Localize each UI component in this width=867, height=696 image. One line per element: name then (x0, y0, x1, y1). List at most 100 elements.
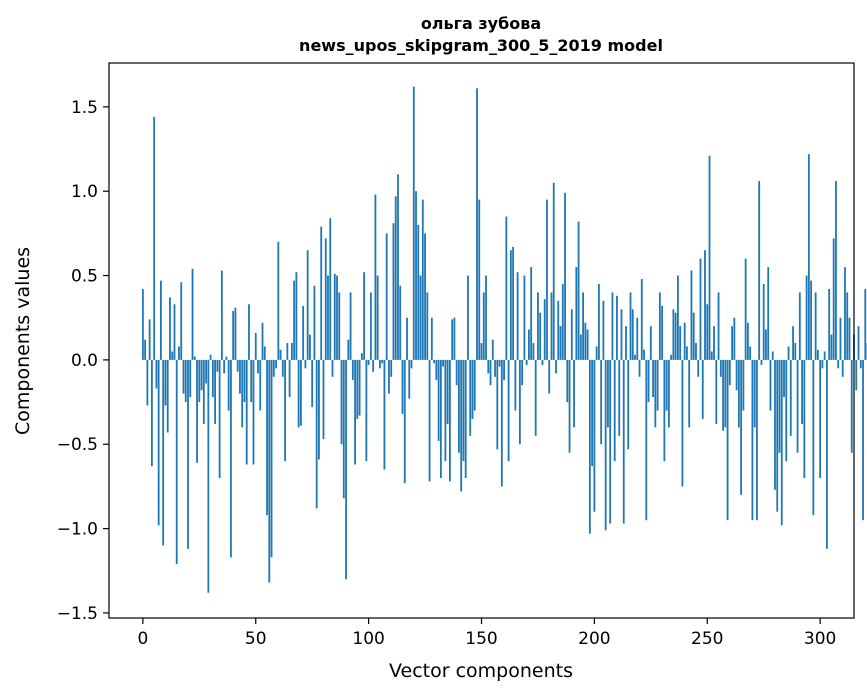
bar (336, 275, 338, 360)
bar (695, 343, 697, 360)
bar (354, 359, 356, 465)
bar (309, 334, 311, 360)
bar (207, 359, 210, 593)
bar (327, 275, 329, 360)
bar (509, 250, 512, 360)
bar (819, 359, 822, 478)
bar (534, 359, 537, 436)
bar (715, 359, 718, 424)
bar (609, 359, 612, 524)
bar (401, 359, 404, 414)
bar (460, 359, 463, 492)
bar (631, 309, 634, 360)
bar (812, 359, 815, 516)
bar (785, 359, 788, 462)
bar (415, 191, 417, 360)
bar (767, 267, 770, 360)
bar (850, 359, 853, 453)
bar (277, 241, 280, 360)
bar (428, 359, 431, 482)
bar (746, 322, 749, 360)
bar (710, 351, 713, 360)
bar (753, 359, 756, 428)
bar (306, 250, 309, 360)
bar (496, 359, 499, 450)
bar (419, 275, 422, 360)
bar (647, 359, 650, 403)
bar (719, 359, 722, 377)
x-tick-label: 100 (352, 629, 384, 649)
bar (530, 267, 533, 360)
bar (388, 359, 390, 394)
bar (839, 317, 842, 360)
bar (855, 359, 858, 391)
bar (435, 359, 438, 381)
bar (577, 221, 580, 360)
bar (399, 285, 402, 360)
bar (467, 275, 469, 360)
bar (214, 359, 217, 424)
bar (290, 343, 293, 360)
bar (356, 359, 359, 419)
bar (541, 359, 544, 365)
bar (683, 322, 686, 360)
bar (699, 258, 702, 360)
bar (801, 359, 803, 424)
bar (503, 359, 505, 381)
bar (342, 359, 345, 499)
bar (295, 272, 298, 360)
bar (473, 359, 476, 411)
bar (451, 319, 454, 360)
bar (410, 359, 413, 369)
bar (744, 258, 747, 360)
bar (182, 359, 185, 394)
bar (539, 312, 542, 360)
bar (573, 359, 575, 428)
bar (518, 359, 521, 445)
bar (223, 359, 226, 374)
bar (318, 359, 320, 460)
bar (658, 292, 661, 360)
bar (537, 292, 539, 360)
bar (575, 267, 578, 360)
bar (458, 359, 460, 453)
bar (417, 224, 420, 360)
bar (557, 300, 560, 360)
bar (252, 359, 255, 465)
bar (169, 297, 171, 360)
bar (180, 282, 183, 360)
bar (406, 317, 408, 360)
bar (724, 359, 727, 428)
bar (392, 223, 395, 360)
bar (487, 359, 490, 374)
bar (430, 317, 433, 360)
bar (390, 359, 393, 377)
bar (731, 326, 733, 360)
bar (516, 272, 519, 360)
bar (591, 359, 594, 467)
bar (846, 292, 849, 360)
bars-group (141, 86, 867, 593)
bar (250, 359, 253, 403)
bar (654, 359, 657, 428)
x-tick-label: 300 (804, 629, 836, 649)
bar (191, 268, 194, 360)
bar (841, 359, 844, 377)
bar (859, 359, 862, 369)
bar (780, 359, 783, 526)
bar (284, 359, 286, 462)
bar (521, 359, 524, 386)
bar (442, 359, 445, 367)
bar (692, 312, 695, 360)
y-tick-label: 0.5 (71, 267, 98, 287)
bar (374, 194, 377, 360)
bar (227, 359, 230, 411)
bar (166, 359, 169, 433)
bar (397, 174, 399, 360)
bar (426, 292, 429, 360)
bar (677, 275, 679, 360)
y-tick-label: −1.0 (57, 520, 98, 540)
bar (358, 359, 361, 416)
y-tick-label: 1.0 (71, 182, 98, 202)
